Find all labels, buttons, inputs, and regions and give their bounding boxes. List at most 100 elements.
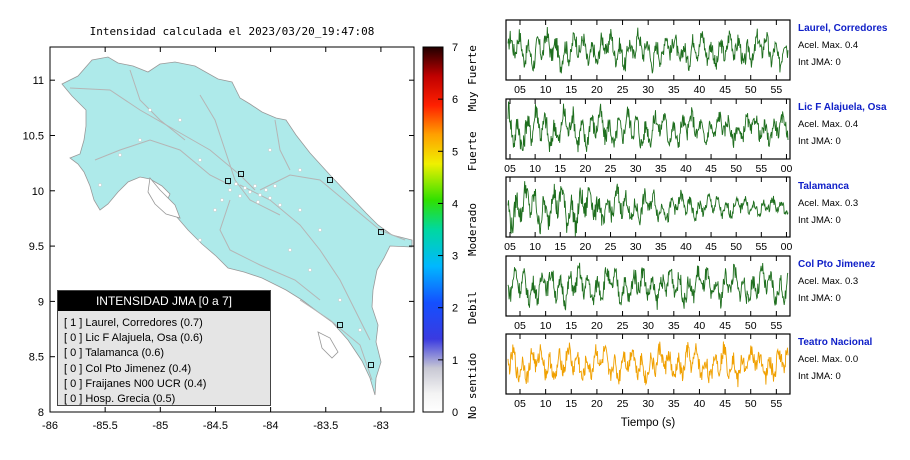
station-dot [98,183,102,187]
trace-x-tick-label: 40 [694,398,706,410]
trace-x-tick-label: 10 [529,163,541,175]
road [274,119,291,171]
colorbar-labels: No sentido Debil Moderado Fuerte Muy Fuerte [466,45,479,419]
station-dot [253,184,257,188]
seismogram-trace [507,262,789,311]
station-dot [213,208,217,212]
colorbar-gradient [422,46,444,413]
trace-x-tick-label: 30 [630,241,642,253]
trace-x-tick-label: 50 [745,84,757,96]
station-dot [238,194,242,198]
seismogram-trace [507,26,789,74]
station-dot [228,188,232,192]
colorbar-category-label: Moderado [466,203,479,256]
colorbar-tick-label: 2 [452,303,458,315]
intensity-legend: INTENSIDAD JMA [0 a 7] [ 1 ] Laurel, Cor… [57,290,271,406]
trace-x-tick-label: 35 [668,84,680,96]
legend-item: [ 1 ] Laurel, Corredores (0.7) [64,317,203,329]
station-square [238,171,244,177]
road [199,94,281,216]
trace-x-tick-label: 50 [745,398,757,410]
map-y-tick-label: 11 [33,75,44,87]
trace-x-tick-label: 30 [630,163,642,175]
road [299,299,373,381]
trace-x-tick-label: 35 [668,320,680,332]
trace-x-tick-label: 15 [554,241,566,253]
trace-x-tick-label: 40 [694,84,706,96]
trace-x-tick-label: 55 [755,241,767,253]
trace-x-tick-label: 15 [554,163,566,175]
trace-x-tick-label: 20 [591,398,603,410]
map-y-tick-label: 8.5 [29,352,44,364]
trace-x-tick-label: 20 [591,320,603,332]
trace-x-tick-label: 05 [514,320,526,332]
station-dot [318,228,322,232]
station-name: Col Pto Jimenez [798,259,876,270]
road [94,139,231,186]
station-dot [264,188,268,192]
map-frame [49,46,415,413]
station-square [378,229,384,235]
seismogram-trace [507,181,789,237]
trace-x-tick-label: 05 [504,163,516,175]
map-y-tick-label: 9 [38,296,44,308]
trace-x-tick-label: 15 [565,320,577,332]
station-dot [118,153,122,157]
station-dot [138,138,142,142]
max-acceleration: Acel. Max. 0.3 [798,198,859,209]
trace-x-tick-label: 10 [529,241,541,253]
station-square [327,177,333,183]
trace-x-tick-label: 20 [580,241,592,253]
trace-x-tick-label: 20 [580,163,592,175]
colorbar-tick-label: 6 [452,94,458,106]
station-dot [273,184,277,188]
trace-x-tick-label: 55 [771,398,783,410]
station-dot [268,148,272,152]
trace-x-tick-label: 35 [668,398,680,410]
trace-x-tick-label: 55 [771,84,783,96]
jma-intensity: Int JMA: 0 [798,215,841,226]
station-dot [178,118,182,122]
trace-x-tick-label: 30 [642,398,654,410]
station-dot [256,200,260,204]
trace-x-tick-label: 25 [617,398,629,410]
trace-x-tick-label: 10 [540,398,552,410]
map-x-tick-label: -83.5 [313,420,338,432]
trace-x-tick-label: 25 [605,163,617,175]
colorbar-tick-label: 7 [452,42,458,54]
station-name: Teatro Nacional [798,337,873,348]
jma-intensity: Int JMA: 0 [798,57,841,68]
max-acceleration: Acel. Max. 0.4 [798,119,859,130]
map-y-tick-label: 8 [38,407,44,419]
trace-info-jimenez: Col Pto Jimenez Acel. Max. 0.3 Int JMA: … [798,256,908,307]
intensity-colorbar: 0 1 2 3 4 5 6 7 No sentido Debil Moderado Fuerte Mu… [422,42,479,419]
trace-x-tick-label: 30 [642,84,654,96]
jma-intensity: Int JMA: 0 [798,136,841,147]
trace-x-tick-label: 05 [514,84,526,96]
map-y-axis: 11 10.5 10 9.5 9 8.5 8 [23,75,414,419]
max-acceleration: Acel. Max. 0.0 [798,354,859,365]
trace-x-tick-label: 35 [655,241,667,253]
trace-x-tick-label: 50 [745,320,757,332]
station-dot [278,203,282,207]
trace-x-tick-label: 40 [680,241,692,253]
station-name: Laurel, Corredores [798,23,888,34]
colorbar-ticks: 0 1 2 3 4 5 6 7 [438,42,458,419]
station-dot [220,198,224,202]
road [259,174,406,241]
trace-info-laurel: Laurel, Corredores Acel. Max. 0.4 Int JM… [798,20,908,71]
trace-x-tick-label: 30 [642,320,654,332]
trace-x-tick-label: 40 [694,320,706,332]
trace-x-tick-label: 00 [781,241,793,253]
road [219,199,321,301]
trace-x-tick-label: 45 [719,320,731,332]
map-y-tick-label: 10.5 [23,130,44,142]
station-square [368,362,374,368]
station-name: Talamanca [798,181,849,192]
station-dot [288,248,292,252]
trace-x-tick-label: 10 [540,84,552,96]
legend-item: [ 0 ] Col Pto Jimenez (0.4) [64,362,192,375]
colorbar-category-label: No sentido [466,353,479,419]
station-markers [98,108,384,368]
legend-item: [ 0 ] Talamanca (0.6) [64,347,165,360]
